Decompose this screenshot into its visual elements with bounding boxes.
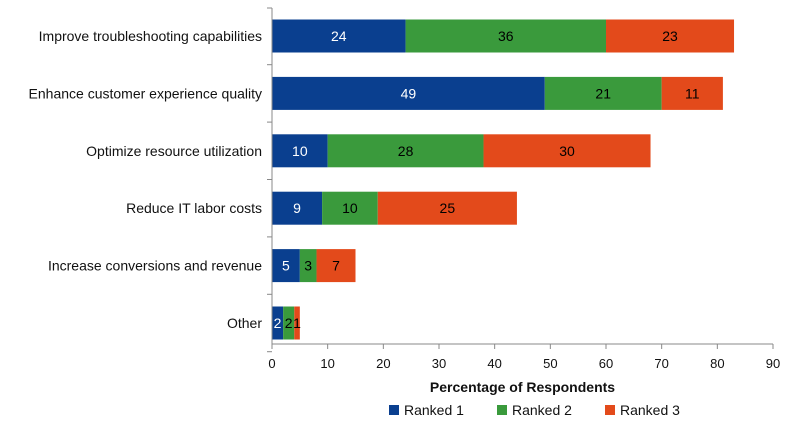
x-tick-label: 60: [599, 356, 613, 371]
bar-value-label: 10: [342, 200, 358, 216]
bar-value-label: 2: [285, 315, 293, 331]
bar-value-label: 49: [401, 85, 417, 101]
category-label: Optimize resource utilization: [86, 143, 262, 159]
legend-label: Ranked 3: [620, 402, 680, 418]
bar-value-label: 36: [498, 28, 514, 44]
bar-value-label: 3: [304, 258, 312, 274]
bar-value-label: 1: [293, 315, 301, 331]
x-axis-title: Percentage of Respondents: [430, 379, 615, 395]
bar-segment: [272, 134, 328, 168]
bar-value-label: 5: [282, 258, 290, 274]
bar-value-label: 9: [293, 200, 301, 216]
x-tick-label: 10: [320, 356, 334, 371]
bar-segment: [272, 249, 300, 283]
bar-segment: [272, 191, 323, 225]
bar-segment: [327, 134, 484, 168]
bar-value-label: 21: [595, 85, 611, 101]
bar-value-label: 28: [398, 143, 414, 159]
bar-value-label: 7: [332, 258, 340, 274]
bar-segment: [316, 249, 356, 283]
x-tick-label: 90: [766, 356, 780, 371]
category-label: Reduce IT labor costs: [126, 200, 262, 216]
bar-value-label: 30: [559, 143, 575, 159]
x-tick-label: 70: [654, 356, 668, 371]
bar-value-label: 2: [274, 315, 282, 331]
category-label: Other: [227, 315, 262, 331]
legend-swatch: [389, 405, 399, 415]
x-tick-label: 30: [432, 356, 446, 371]
bar-segment: [483, 134, 651, 168]
bar-value-label: 11: [685, 85, 700, 101]
x-tick-label: 20: [376, 356, 390, 371]
bar-segment: [377, 191, 517, 225]
bar-segment: [272, 306, 284, 340]
bar-segment: [299, 249, 317, 283]
bar-segment: [544, 76, 662, 110]
bar-segment: [283, 306, 295, 340]
bar-segment: [322, 191, 378, 225]
x-tick-label: 40: [487, 356, 501, 371]
bar-segment: [405, 19, 606, 53]
x-tick-label: 80: [710, 356, 724, 371]
bar-segment: [294, 306, 300, 340]
bar-segment: [661, 76, 723, 110]
x-tick-label: 0: [268, 356, 275, 371]
bar-value-label: 10: [292, 143, 308, 159]
category-label: Improve troubleshooting capabilities: [39, 28, 262, 44]
category-label: Enhance customer experience quality: [29, 85, 262, 101]
legend-label: Ranked 1: [404, 402, 464, 418]
bar-value-label: 23: [662, 28, 678, 44]
bar-value-label: 24: [331, 28, 347, 44]
x-tick-label: 50: [543, 356, 557, 371]
bar-value-label: 25: [440, 200, 456, 216]
bar-segment: [606, 19, 735, 53]
legend-swatch: [497, 405, 507, 415]
legend-label: Ranked 2: [512, 402, 572, 418]
category-label: Increase conversions and revenue: [48, 258, 262, 274]
bar-segment: [272, 76, 545, 110]
legend-swatch: [605, 405, 615, 415]
bar-segment: [272, 19, 406, 53]
